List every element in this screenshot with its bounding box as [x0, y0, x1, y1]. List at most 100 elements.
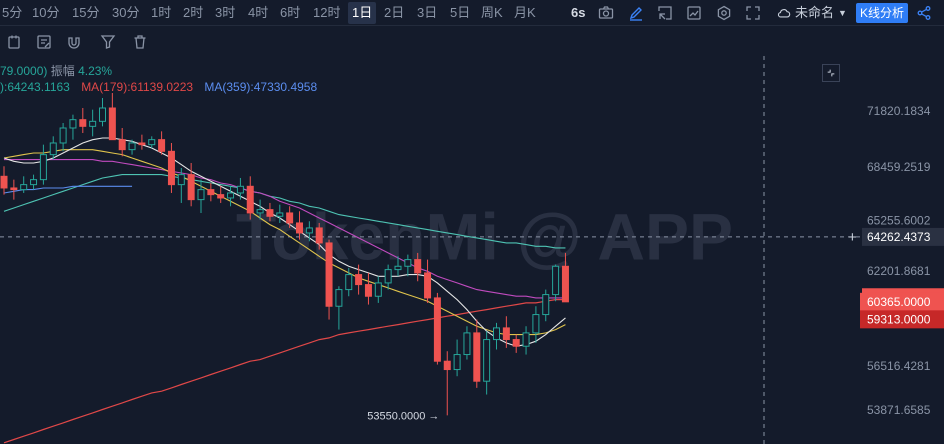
candle-up: [99, 107, 106, 122]
chevron-down-icon: ▼: [838, 8, 847, 18]
candle-up: [522, 332, 530, 347]
candle-down: [79, 119, 87, 127]
price-tag: [860, 310, 944, 329]
fullscreen-icon[interactable]: [743, 3, 763, 23]
y-axis-tick-label: 65255.6002: [867, 213, 931, 227]
magnet-icon[interactable]: [66, 34, 84, 52]
candle-down: [246, 185, 254, 214]
candle-up: [345, 274, 353, 291]
settings-icon[interactable]: [714, 3, 734, 23]
timeframe-6h[interactable]: 6时: [280, 5, 301, 20]
candle-up: [236, 185, 244, 194]
candle-up: [59, 127, 67, 144]
candle-up: [276, 212, 284, 217]
y-axis-tick-label: 71820.1834: [867, 104, 931, 118]
crosshair-price-label: 64262.4373: [867, 230, 931, 244]
edit-note-icon[interactable]: [36, 34, 54, 52]
trash-icon[interactable]: [132, 34, 150, 52]
timeframe-12h[interactable]: 12时: [313, 5, 341, 20]
timeframe-2h[interactable]: 2时: [183, 5, 204, 20]
collapse-icon[interactable]: [822, 64, 840, 82]
ma-teal-line: [3, 174, 566, 249]
ma-legend: ):64243.1163 MA(179):61139.0223 MA(359):…: [0, 80, 325, 94]
timeframe-1d[interactable]: 1日: [348, 2, 377, 24]
candle-down: [424, 272, 432, 299]
ma-legend-179: MA(179):61139.0223: [81, 80, 194, 94]
timeframe-15m[interactable]: 15分: [72, 5, 100, 20]
candle-down: [443, 360, 451, 371]
candle-up: [305, 227, 313, 234]
candle-down: [355, 274, 363, 286]
template-name: 未命名: [795, 5, 835, 20]
toolbar-item-icon[interactable]: [6, 34, 24, 52]
kline-analysis-button[interactable]: K线分析: [856, 3, 909, 23]
timeframe-4h[interactable]: 4时: [248, 5, 269, 20]
price-tag-label: 59313.0000: [867, 312, 931, 326]
ma-white-line: [3, 137, 566, 347]
timeframe-10m[interactable]: 10分: [32, 5, 60, 20]
camera-icon[interactable]: [596, 3, 616, 23]
candlestick-chart[interactable]: TokenMi @ APP +53550.0000 →71820.18346845…: [0, 56, 944, 444]
candle-up: [542, 294, 550, 316]
candle-down: [502, 327, 510, 341]
ma-legend-short: ):64243.1163: [0, 80, 70, 94]
candle-up: [20, 184, 28, 191]
timeframe-bar: 5分 10分 15分 30分 1时 2时 3时 4时 6时 12时 1日 2日 …: [0, 0, 944, 26]
candle-down: [187, 174, 195, 201]
refresh-interval[interactable]: 6s: [571, 5, 586, 20]
candle-up: [39, 154, 47, 181]
candle-up: [197, 189, 205, 201]
share-icon[interactable]: [914, 3, 934, 23]
timeframe-3h[interactable]: 3时: [215, 5, 236, 20]
candle-down: [0, 175, 8, 189]
amplitude-value: 4.23%: [78, 64, 113, 78]
price-tag: [860, 292, 944, 311]
candle-down: [118, 139, 126, 151]
candle-down: [433, 297, 441, 362]
timeframe-30m[interactable]: 30分: [112, 5, 140, 20]
candle-down: [158, 139, 166, 152]
candle-up: [30, 179, 38, 186]
candle-up: [453, 354, 461, 371]
timeframe-1h[interactable]: 1时: [151, 5, 172, 20]
candle-up: [463, 332, 471, 356]
candle-up: [227, 192, 235, 199]
timeframe-week[interactable]: 周K: [481, 5, 503, 20]
candle-up: [256, 209, 264, 214]
candle-down: [364, 284, 372, 297]
candle-down: [207, 189, 215, 196]
crosshair-plus-icon: +: [848, 229, 857, 246]
legend-ohlc-tail: 79.0000): [0, 64, 48, 78]
y-axis-tick-label: 62201.8681: [867, 264, 931, 278]
timeframe-3d[interactable]: 3日: [417, 5, 438, 20]
candle-up: [493, 327, 500, 341]
candle-up: [89, 120, 97, 127]
price-tag-label: 60365.0000: [867, 295, 931, 309]
candle-down: [473, 332, 481, 382]
cloud-icon: [777, 9, 791, 18]
candle-down: [325, 242, 333, 307]
min-price-label: 53550.0000 →: [367, 410, 439, 422]
candle-up: [335, 289, 343, 307]
drawing-toolbar: [0, 30, 200, 56]
ma-yellow-line: [3, 149, 566, 336]
timeframe-5m[interactable]: 5分: [2, 5, 23, 20]
candle-up: [128, 142, 136, 151]
filter-icon[interactable]: [100, 34, 118, 52]
y-axis-tick-label: 56516.4281: [867, 359, 931, 373]
indicator-icon[interactable]: [684, 3, 704, 23]
select-icon[interactable]: [655, 3, 675, 23]
candle-down: [512, 339, 520, 347]
candle-up: [148, 139, 156, 146]
timeframe-2d[interactable]: 2日: [384, 5, 405, 20]
candle-up: [374, 282, 382, 297]
amplitude-label: 振幅: [50, 64, 75, 78]
draw-pencil-icon[interactable]: [626, 3, 646, 23]
candle-down: [266, 209, 274, 217]
timeframe-5d[interactable]: 5日: [450, 5, 471, 20]
candle-up: [552, 265, 560, 296]
timeframe-month[interactable]: 月K: [514, 5, 536, 20]
y-axis-tick-label: 68459.2519: [867, 160, 931, 174]
candle-up: [177, 174, 185, 186]
template-select[interactable]: 未命名 ▼: [777, 3, 847, 23]
